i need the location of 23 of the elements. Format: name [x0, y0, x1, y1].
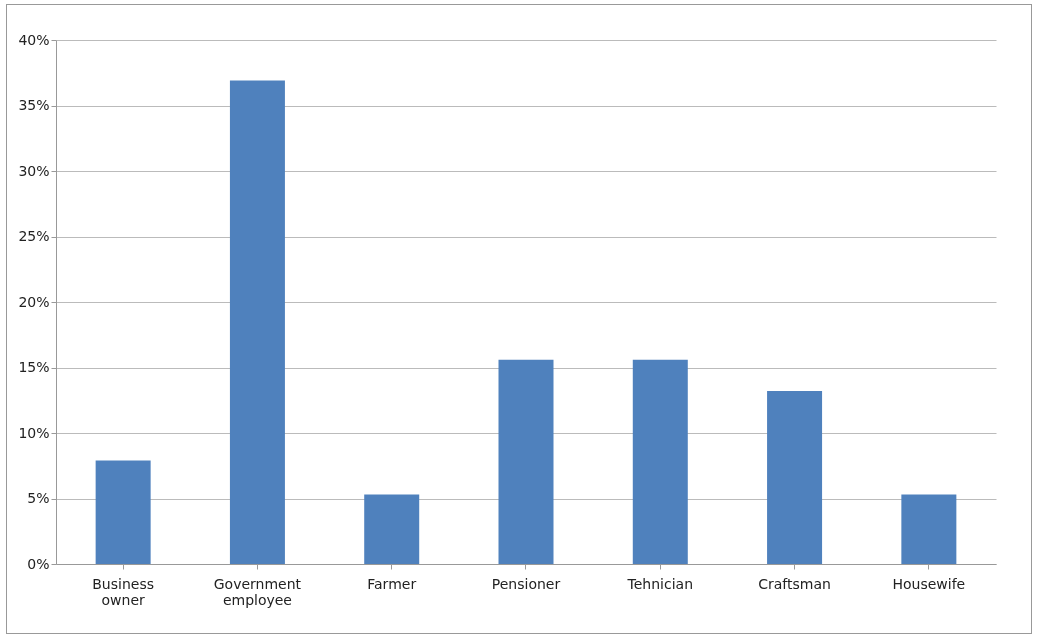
x-tick-label: Tehnician: [626, 575, 694, 592]
bar: [767, 391, 823, 564]
bar: [901, 494, 957, 564]
x-tick-label: Housewife: [892, 575, 966, 592]
bar: [364, 494, 420, 564]
x-tick-label: Craftsman: [758, 575, 831, 592]
y-tick-label: 40%: [18, 31, 50, 48]
y-tick-label: 25%: [18, 228, 50, 244]
bar: [632, 359, 688, 564]
y-tick-label: 0%: [27, 555, 50, 572]
y-tick-label: 30%: [18, 162, 50, 179]
y-tick-label: 20%: [18, 293, 50, 310]
x-tick-label: Farmer: [367, 575, 417, 592]
y-tick-label: 10%: [18, 424, 50, 441]
x-tick-label: Business owner: [92, 575, 155, 608]
y-tick-label: 35%: [18, 97, 50, 113]
bar: [95, 460, 151, 564]
y-tick-label: 15%: [18, 359, 50, 375]
bar: [498, 359, 554, 564]
x-tick-label: Pensioner: [491, 575, 561, 592]
y-tick-label: 5%: [27, 490, 50, 506]
bar: [229, 80, 285, 564]
x-tick-label: Government employee: [213, 575, 302, 608]
